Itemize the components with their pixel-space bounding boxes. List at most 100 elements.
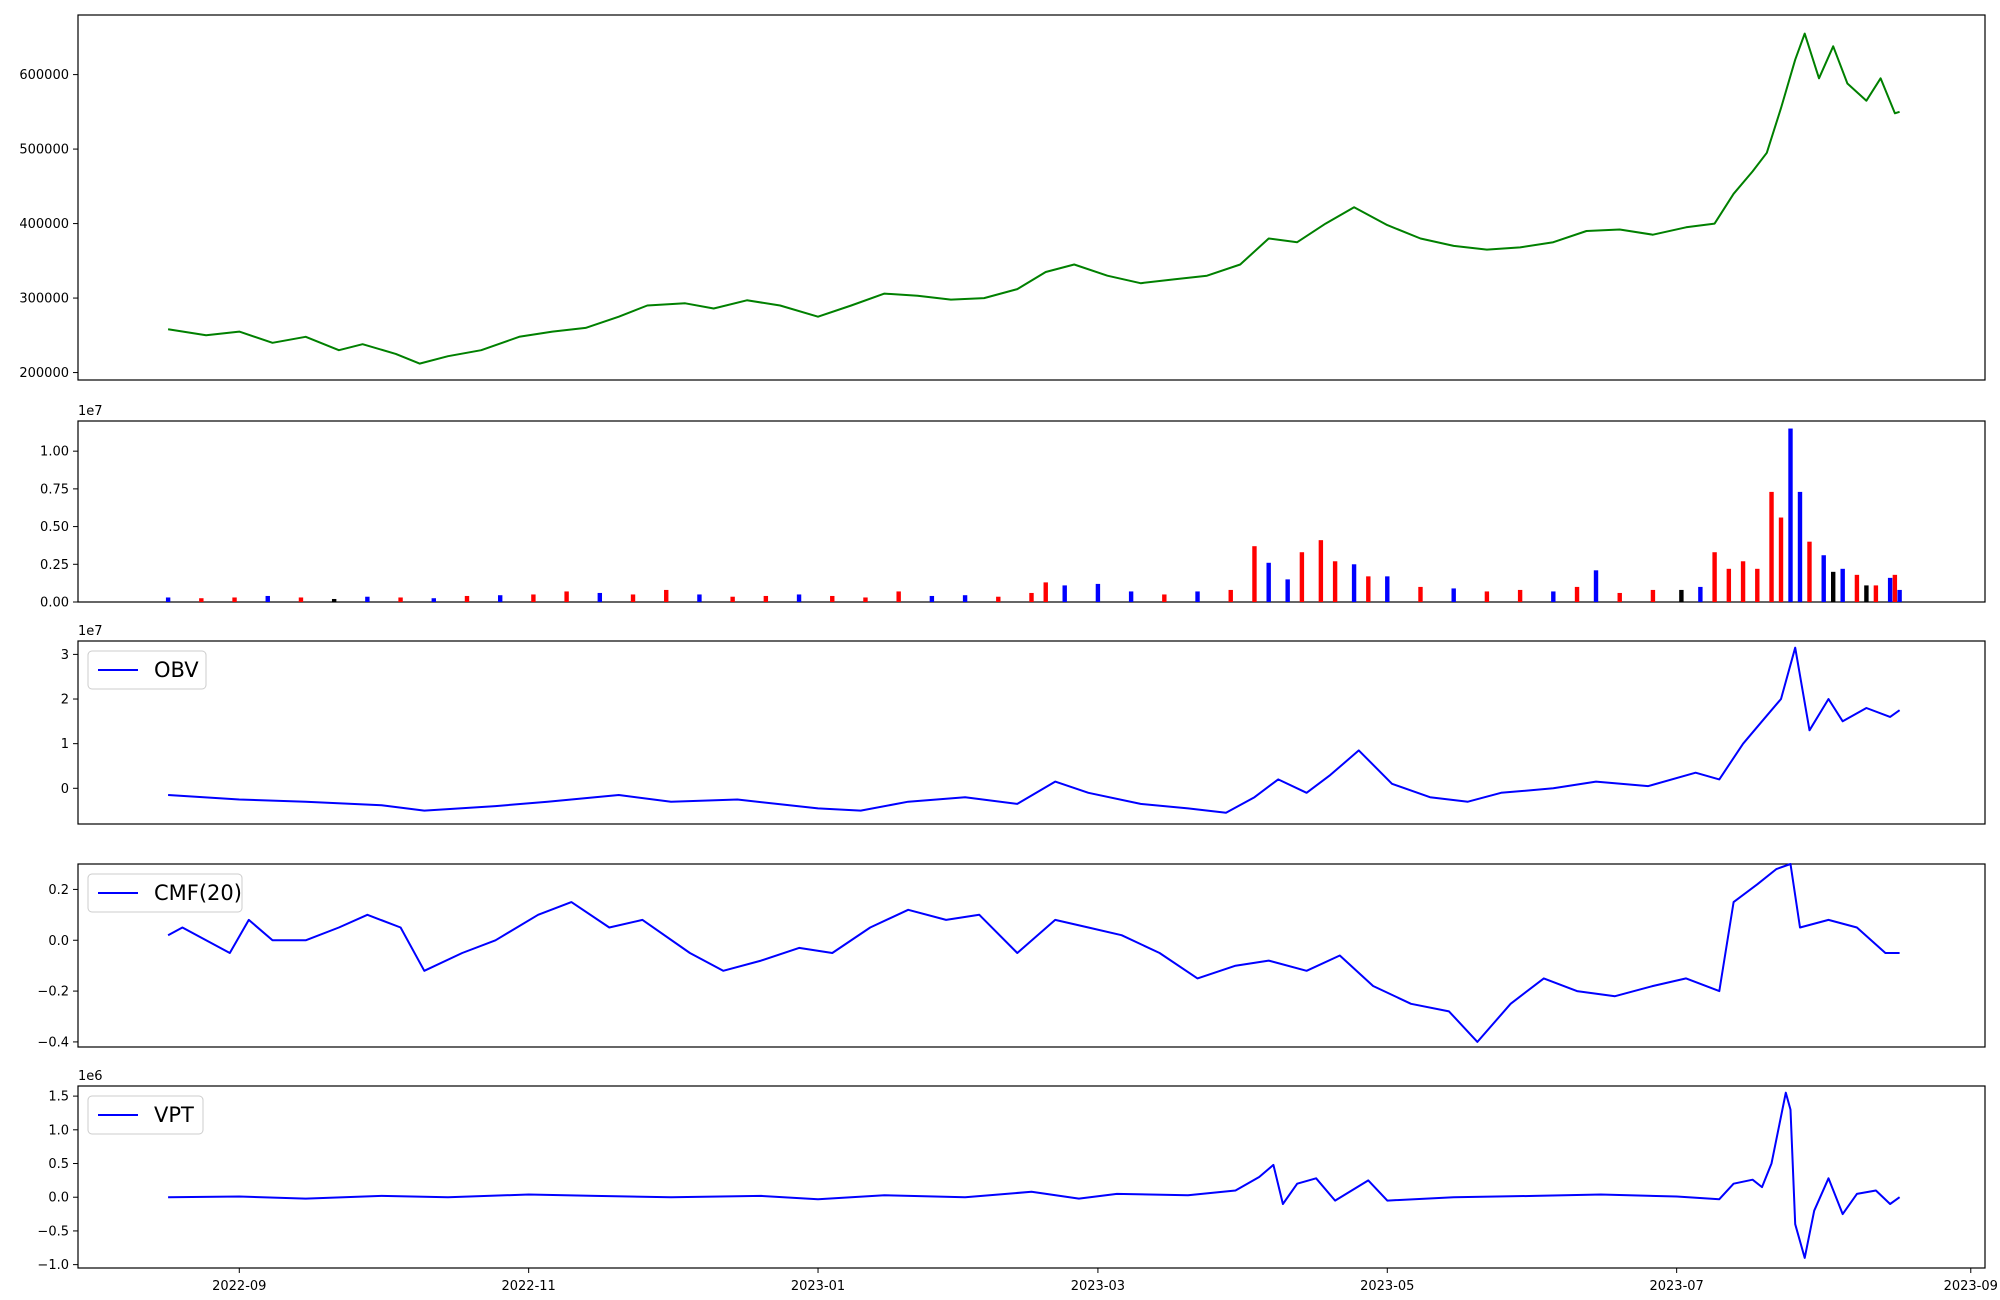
volume-bar xyxy=(1366,576,1371,602)
volume-bar xyxy=(564,591,569,602)
volume-bar xyxy=(1228,589,1233,602)
volume-bar xyxy=(1892,574,1898,602)
volume-bar xyxy=(664,589,669,602)
volume-bar xyxy=(1484,591,1490,602)
volume-bar xyxy=(431,598,436,602)
plot-frame xyxy=(77,1085,1986,1269)
volume-bar xyxy=(398,597,403,602)
volume-bar xyxy=(796,594,802,602)
volume-bar xyxy=(1351,564,1357,602)
plot-frame xyxy=(77,863,1986,1048)
cmf-line xyxy=(167,863,1900,1043)
volume-bar xyxy=(1854,574,1860,602)
volume-bar xyxy=(199,598,204,602)
legend xyxy=(87,873,243,913)
volume-bar xyxy=(1755,568,1760,602)
volume-bar xyxy=(165,597,171,602)
axis-exponent-label: 1e7 xyxy=(78,404,103,419)
volume-bar xyxy=(1266,562,1271,602)
volume-bar xyxy=(929,595,935,602)
volume-bar xyxy=(1318,540,1324,602)
volume-bar xyxy=(597,592,603,602)
y-tick-label: −1.0 xyxy=(37,1258,69,1273)
volume-bar xyxy=(1195,591,1200,602)
legend xyxy=(87,1095,204,1135)
volume-bar xyxy=(1593,570,1599,602)
cmf-panel: −0.4 −0.2 0.0 0.2 CMF(20) xyxy=(37,863,1986,1050)
y-tick-label: 300000 xyxy=(19,292,69,307)
volume-bar xyxy=(1551,591,1556,602)
volume-bar xyxy=(1864,585,1869,602)
price-panel: 200000 300000 400000 500000 600000 xyxy=(19,14,1986,381)
volume-bar xyxy=(1712,552,1717,602)
y-tick-label: 0.50 xyxy=(40,520,69,535)
volume-panel: 0.00 0.25 0.50 0.75 1.00 1e7 xyxy=(40,404,1986,611)
volume-bar xyxy=(1788,428,1793,602)
volume-bar xyxy=(1840,568,1845,602)
axis-exponent-label: 1e7 xyxy=(78,624,103,639)
volume-bar xyxy=(1451,588,1456,602)
volume-bar xyxy=(1385,576,1390,602)
volume-bar xyxy=(1095,583,1101,602)
y-tick-label: −0.2 xyxy=(37,985,69,1000)
volume-bar xyxy=(497,595,503,602)
volume-bar xyxy=(1726,568,1732,602)
obv-line xyxy=(168,646,1901,814)
y-tick-label: 1.00 xyxy=(40,445,69,460)
x-tick-label: 2023-07 xyxy=(1649,1279,1703,1294)
volume-bar xyxy=(1043,582,1048,602)
volume-bar xyxy=(996,596,1001,602)
volume-bar xyxy=(962,595,968,602)
y-tick-label: 200000 xyxy=(19,366,69,381)
y-tick-label: 0.2 xyxy=(48,883,69,898)
y-tick-label: 1.0 xyxy=(48,1123,69,1138)
y-tick-label: 0 xyxy=(61,782,69,797)
x-tick-label: 2023-03 xyxy=(1071,1279,1125,1294)
y-tick-label: 0.75 xyxy=(40,482,69,497)
volume-bar xyxy=(331,598,337,602)
volume-bar xyxy=(1029,592,1034,602)
plot-frame xyxy=(77,14,1986,381)
volume-bar xyxy=(1574,586,1580,602)
volume-bar xyxy=(1873,585,1879,602)
legend-label: VPT xyxy=(154,1103,194,1127)
x-tick-label: 2023-09 xyxy=(1944,1279,1998,1294)
y-tick-label: −0.4 xyxy=(37,1035,69,1050)
volume-bar xyxy=(1821,555,1826,602)
volume-bar xyxy=(896,591,901,602)
obv-panel: 0 1 2 3 1e7 OBV xyxy=(61,624,1986,825)
volume-bar xyxy=(863,597,868,602)
volume-bar xyxy=(1062,585,1067,602)
volume-bar xyxy=(1797,491,1803,602)
volume-bar xyxy=(1679,589,1684,602)
volume-bar xyxy=(298,597,304,602)
y-tick-label: 1 xyxy=(61,737,69,752)
vpt-line xyxy=(168,1091,1901,1259)
volume-bar xyxy=(464,595,470,602)
y-tick-label: 0.25 xyxy=(40,558,69,573)
volume-bar xyxy=(1740,561,1746,602)
y-tick-label: 1.5 xyxy=(48,1090,69,1105)
volume-bar xyxy=(1769,491,1774,602)
volume-bar xyxy=(1650,589,1656,602)
x-tick-label: 2023-01 xyxy=(791,1279,845,1294)
volume-bar xyxy=(1778,517,1784,602)
y-tick-label: 0.00 xyxy=(40,596,69,611)
x-tick-label: 2022-09 xyxy=(212,1279,266,1294)
y-tick-label: 600000 xyxy=(19,68,69,83)
volume-bar xyxy=(1285,579,1290,602)
x-tick-label: 2022-11 xyxy=(501,1279,555,1294)
volume-bar xyxy=(232,597,237,602)
volume-bar xyxy=(1698,586,1703,602)
volume-bar xyxy=(1807,541,1812,602)
y-tick-label: −0.5 xyxy=(37,1224,69,1239)
plot-frame xyxy=(77,640,1986,825)
volume-bar xyxy=(1418,586,1423,602)
y-tick-label: 2 xyxy=(61,693,69,708)
volume-bar xyxy=(1830,571,1836,602)
volume-bar xyxy=(1252,546,1257,602)
volume-bar xyxy=(1517,589,1523,602)
y-tick-label: 3 xyxy=(61,648,69,663)
y-tick-label: 0.0 xyxy=(48,1191,69,1206)
